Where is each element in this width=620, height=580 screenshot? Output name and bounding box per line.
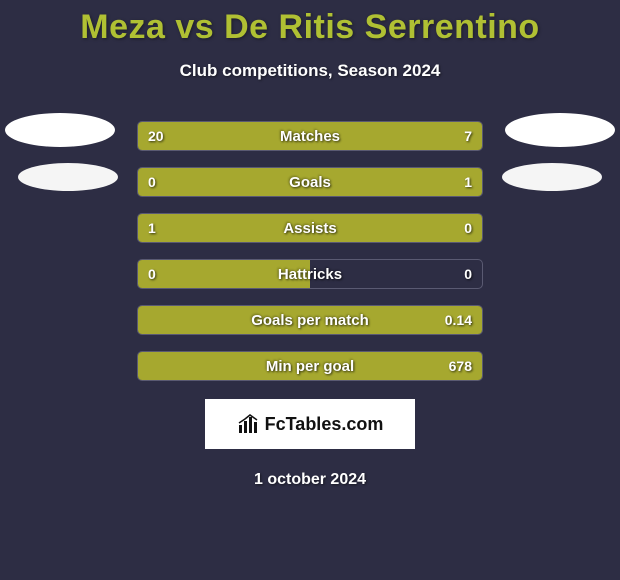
bar-fill-right [276,352,482,380]
player-right-avatar-2 [502,163,602,191]
branding-text: FcTables.com [265,414,384,435]
player-right-avatar [505,113,615,147]
metric-row: 10Assists [137,213,483,243]
bar-fill-left [138,260,310,288]
metric-value-right: 0 [454,260,482,288]
bar-fill-left [138,214,399,242]
player-left-avatar-2 [18,163,118,191]
comparison-chart: 207Matches 01Goals 10Assists 00Hattricks 0.1… [0,121,620,381]
bar-fill-right [399,214,482,242]
bar-fill-left [138,122,379,150]
branding-badge: FcTables.com [205,399,415,449]
metric-row: 00Hattricks [137,259,483,289]
bar-fill-left [138,306,258,334]
metric-row: 0.14Goals per match [137,305,483,335]
page-title: Meza vs De Ritis Serrentino [0,0,620,47]
bar-fill-right [258,306,482,334]
bar-fill-left [138,352,276,380]
metric-row: 678Min per goal [137,351,483,381]
footer-date: 1 october 2024 [0,471,620,489]
bar-fill-right [379,122,482,150]
chart-icon [237,413,259,435]
bar-fill-left [138,168,200,196]
player-left-avatar [5,113,115,147]
metric-row: 207Matches [137,121,483,151]
metric-row: 01Goals [137,167,483,197]
bar-fill-right [200,168,482,196]
page-subtitle: Club competitions, Season 2024 [0,61,620,81]
